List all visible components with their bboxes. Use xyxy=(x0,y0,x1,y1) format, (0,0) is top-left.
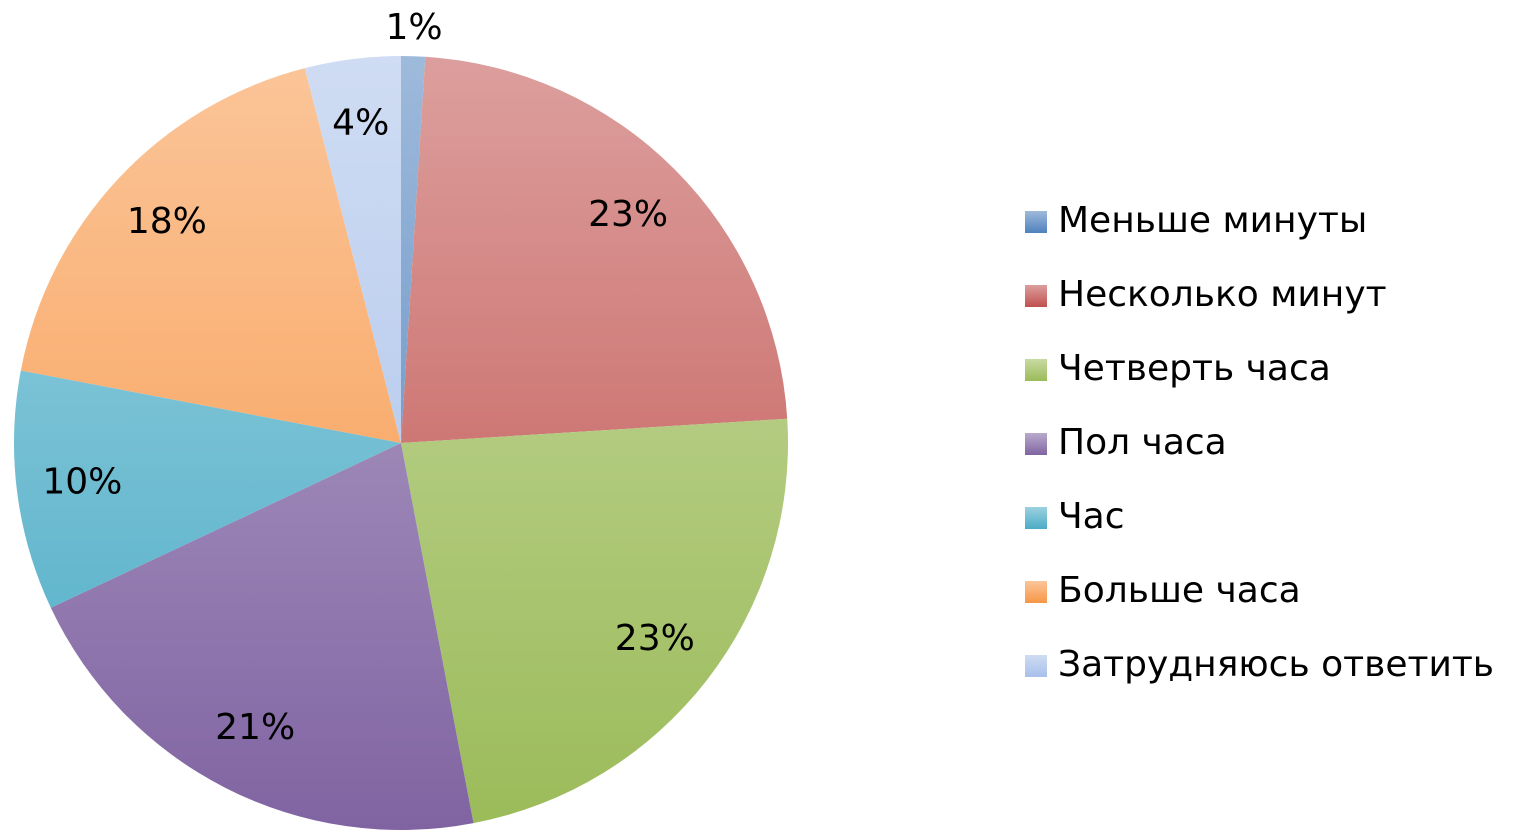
legend-label: Четверть часа xyxy=(1058,348,1331,389)
data-label: 18% xyxy=(127,201,207,242)
legend-label: Час xyxy=(1058,496,1125,537)
legend-swatch xyxy=(1025,507,1047,529)
legend-label: Несколько минут xyxy=(1058,274,1387,315)
pie-slice xyxy=(401,56,426,443)
legend-label: Затрудняюсь ответить xyxy=(1058,644,1494,685)
pie-slice xyxy=(13,370,401,608)
legend-swatch xyxy=(1025,655,1047,677)
legend-swatch xyxy=(1025,359,1047,381)
pie-slice xyxy=(20,68,402,443)
legend-swatch xyxy=(1025,211,1047,233)
legend-swatch xyxy=(1025,433,1047,455)
data-label: 10% xyxy=(42,461,122,502)
legend-label: Пол часа xyxy=(1058,422,1227,463)
legend-label: Больше часа xyxy=(1058,570,1301,611)
data-label: 4% xyxy=(332,102,389,143)
legend-swatch xyxy=(1025,581,1047,603)
data-label: 21% xyxy=(215,707,295,748)
pie-slice xyxy=(401,56,788,443)
legend-swatch xyxy=(1025,285,1047,307)
legend-label: Меньше минуты xyxy=(1058,200,1367,241)
data-label: 1% xyxy=(385,7,442,48)
data-label: 23% xyxy=(615,618,695,659)
pie-slice xyxy=(401,418,788,824)
data-label: 23% xyxy=(588,194,668,235)
pie-slice xyxy=(304,56,401,443)
pie-slice xyxy=(50,443,474,830)
